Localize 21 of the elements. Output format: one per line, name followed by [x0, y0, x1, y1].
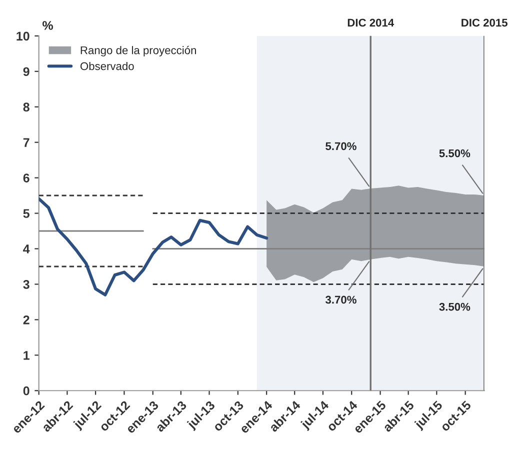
y-tick-label: 4: [23, 244, 30, 254]
annotation: 5.70%: [326, 142, 356, 150]
y-tick-label: 3: [23, 280, 30, 289]
y-axis-title: %: [42, 21, 53, 30]
y-tick-label: 5: [23, 209, 30, 218]
y-tick-label: 9: [23, 67, 30, 76]
legend-label: Rango de la proyección: [80, 46, 196, 56]
y-tick-label: 0: [23, 386, 30, 396]
y-tick-label: 10: [16, 32, 30, 41]
ref-line-label: DIC 2015: [462, 18, 508, 27]
line-series: [38, 197, 268, 296]
annotation: 3.50%: [439, 302, 470, 311]
annotation: 5.50%: [439, 149, 470, 158]
annotation: 3.70%: [325, 296, 356, 304]
y-tick-label: 8: [23, 102, 30, 112]
y-tick-label: 2: [23, 315, 30, 324]
ref-line-label: DIC 2014: [348, 18, 394, 27]
y-tick-label: 1: [24, 351, 30, 360]
y-tick-label: 7: [23, 138, 30, 147]
y-tick-label: 6: [23, 174, 30, 182]
legend-label: Observado: [80, 62, 134, 70]
